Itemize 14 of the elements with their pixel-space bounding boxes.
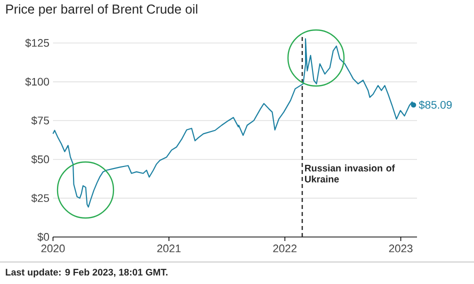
text: Last update: 9 Feb 2023, 18:01 GMT. bbox=[6, 268, 168, 278]
x-tick-label: 2021 bbox=[157, 244, 181, 252]
chart-title: Price per barrel of Brent Crude oil bbox=[6, 4, 198, 16]
y-tick-label: $50 bbox=[31, 154, 50, 164]
y-tick-label: $125 bbox=[25, 38, 50, 48]
y-tick-label: $25 bbox=[31, 194, 50, 203]
y-tick-label: $100 bbox=[25, 77, 50, 86]
annotation: $85.09 bbox=[418, 100, 452, 110]
x-tick-label: 2023 bbox=[389, 244, 412, 252]
x-tick-label: 2020 bbox=[41, 244, 65, 252]
x-tick-label: 2022 bbox=[273, 244, 296, 252]
y-tick-label: $0 bbox=[37, 232, 50, 242]
ref-line-label: Russian invasion of Ukraine bbox=[305, 164, 395, 182]
y-tick-label: $75 bbox=[31, 116, 50, 126]
